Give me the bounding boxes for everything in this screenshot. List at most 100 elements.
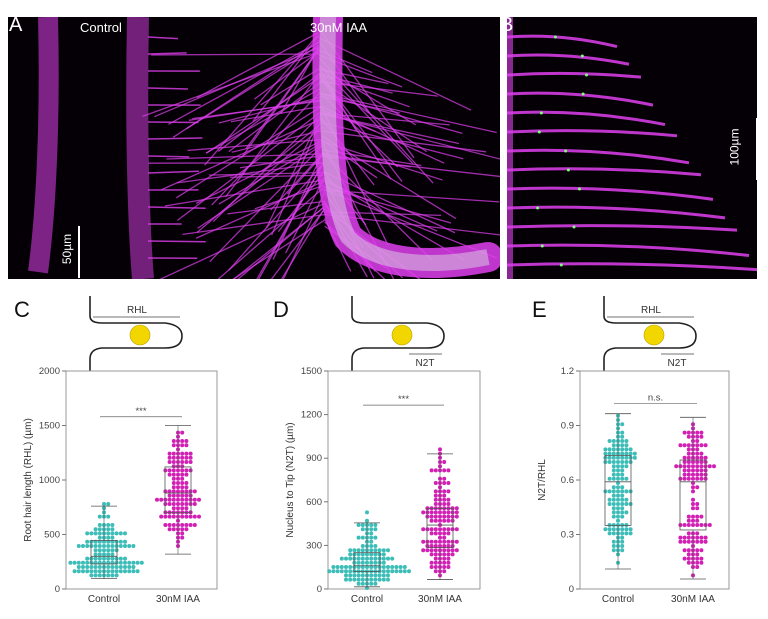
data-point xyxy=(356,556,361,561)
data-point xyxy=(678,464,683,469)
data-point xyxy=(369,523,374,527)
data-point xyxy=(616,472,620,477)
nucleus-icon xyxy=(129,324,151,346)
data-point xyxy=(607,531,612,536)
data-point xyxy=(97,565,102,569)
data-point xyxy=(699,472,704,477)
plot-frame xyxy=(327,370,481,590)
data-point xyxy=(429,468,434,473)
data-point xyxy=(611,468,616,473)
data-point xyxy=(348,569,353,574)
data-point xyxy=(344,556,348,561)
data-point xyxy=(85,531,90,536)
data-point xyxy=(360,548,365,553)
data-point xyxy=(171,523,176,527)
data-point xyxy=(331,569,336,574)
data-point xyxy=(438,527,442,532)
data-point xyxy=(695,552,700,557)
data-point xyxy=(686,468,691,473)
data-point xyxy=(433,502,438,506)
significance-label: n.s. xyxy=(648,393,663,404)
data-point xyxy=(131,569,136,574)
data-point xyxy=(68,560,73,565)
data-point xyxy=(691,464,695,469)
data-point xyxy=(611,460,616,464)
data-point xyxy=(691,468,695,473)
root-hair xyxy=(280,208,325,279)
data-point xyxy=(167,493,172,498)
data-point xyxy=(429,539,434,544)
data-point xyxy=(106,573,111,578)
data-point xyxy=(620,510,625,515)
data-point xyxy=(678,535,683,540)
data-point xyxy=(381,573,386,578)
data-point xyxy=(691,523,695,527)
y-tick-label: 900 xyxy=(306,453,322,464)
data-point xyxy=(682,468,687,473)
data-point xyxy=(446,544,451,548)
data-point xyxy=(429,514,434,519)
root-hair xyxy=(507,224,738,232)
data-point xyxy=(180,531,185,536)
data-point xyxy=(433,481,438,485)
data-point xyxy=(180,464,185,469)
data-point xyxy=(620,447,625,452)
data-point xyxy=(386,577,390,582)
nucleus-marker xyxy=(553,35,557,39)
data-point xyxy=(611,493,616,498)
data-point xyxy=(97,544,102,548)
data-point xyxy=(429,527,434,532)
data-point xyxy=(114,569,119,574)
data-point xyxy=(450,552,455,557)
data-point xyxy=(603,455,608,460)
data-point xyxy=(377,548,382,553)
data-point xyxy=(695,468,700,473)
data-point xyxy=(123,569,127,574)
data-point xyxy=(93,565,98,569)
data-point xyxy=(446,518,451,523)
data-point xyxy=(607,489,612,494)
data-point xyxy=(127,565,132,569)
data-point xyxy=(180,430,185,435)
y-axis-label: N2T/RHL xyxy=(537,459,548,501)
root-hair xyxy=(231,129,323,153)
data-point xyxy=(695,430,700,435)
data-point xyxy=(616,514,620,519)
data-point xyxy=(603,460,608,464)
data-point xyxy=(454,548,459,553)
root-hair xyxy=(239,154,323,169)
data-point xyxy=(699,455,704,460)
data-point xyxy=(616,493,620,498)
data-point xyxy=(180,535,185,540)
data-point xyxy=(686,434,691,439)
data-point xyxy=(369,544,374,548)
data-point xyxy=(624,460,629,464)
data-point xyxy=(611,476,616,481)
root-edge xyxy=(507,17,513,279)
data-point xyxy=(429,544,434,548)
data-point xyxy=(699,468,704,473)
data-point xyxy=(620,548,625,553)
data-point xyxy=(93,548,98,553)
data-point xyxy=(360,581,365,586)
data-point xyxy=(167,514,172,519)
data-point xyxy=(81,544,85,548)
data-point xyxy=(695,502,700,506)
data-point xyxy=(695,451,700,456)
data-point xyxy=(167,489,172,494)
data-point xyxy=(176,493,180,498)
root-hair xyxy=(507,167,702,177)
data-point xyxy=(607,527,612,532)
data-point xyxy=(686,460,691,464)
data-point xyxy=(381,560,386,565)
data-point xyxy=(695,455,700,460)
data-point xyxy=(167,497,172,502)
data-point xyxy=(110,565,115,569)
data-point xyxy=(695,548,700,553)
data-point xyxy=(611,464,616,469)
data-point xyxy=(176,497,180,502)
data-point xyxy=(348,548,353,553)
data-point xyxy=(369,548,374,553)
data-point xyxy=(442,535,447,540)
data-point xyxy=(110,527,115,532)
